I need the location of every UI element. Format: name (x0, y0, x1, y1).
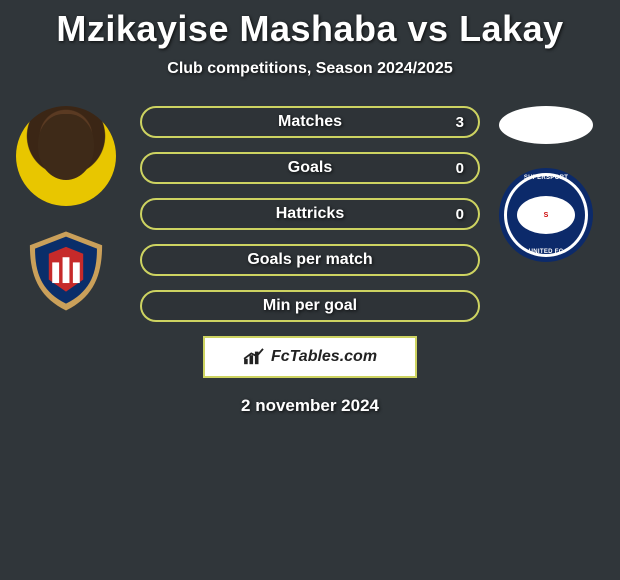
stat-label: Goals (288, 159, 332, 177)
comparison-panel: SUPERSPORT S UNITED FC Matches 3 Goals 0… (0, 100, 620, 416)
club-text-top: SUPERSPORT (524, 175, 568, 181)
date-text: 2 november 2024 (140, 396, 480, 416)
right-column: SUPERSPORT S UNITED FC (486, 106, 606, 262)
stat-label: Matches (278, 113, 342, 131)
brand-box: FcTables.com (203, 336, 417, 378)
club-text-bottom: UNITED FC (529, 249, 564, 255)
player-photo-right-placeholder (499, 106, 593, 144)
stat-bars: Matches 3 Goals 0 Hattricks 0 Goals per … (140, 100, 480, 416)
stat-right-value: 0 (456, 206, 464, 223)
left-column (6, 106, 126, 314)
shield-icon (23, 228, 109, 314)
stat-row-min-per-goal: Min per goal (140, 290, 480, 322)
stat-label: Goals per match (247, 251, 372, 269)
stat-row-matches: Matches 3 (140, 106, 480, 138)
stat-right-value: 3 (456, 114, 464, 131)
stat-label: Min per goal (263, 297, 357, 315)
stat-row-goals-per-match: Goals per match (140, 244, 480, 276)
stat-label: Hattricks (276, 205, 344, 223)
stat-row-goals: Goals 0 (140, 152, 480, 184)
bar-chart-icon (243, 348, 265, 366)
stat-right-value: 0 (456, 160, 464, 177)
club-logo-left (23, 228, 109, 314)
player-photo-left (16, 106, 116, 206)
club-logo-right: SUPERSPORT S UNITED FC (499, 168, 593, 262)
page-title: Mzikayise Mashaba vs Lakay (0, 0, 620, 50)
brand-text: FcTables.com (271, 348, 377, 366)
badge-ring-icon (504, 173, 588, 257)
page-subtitle: Club competitions, Season 2024/2025 (0, 60, 620, 78)
stat-row-hattricks: Hattricks 0 (140, 198, 480, 230)
